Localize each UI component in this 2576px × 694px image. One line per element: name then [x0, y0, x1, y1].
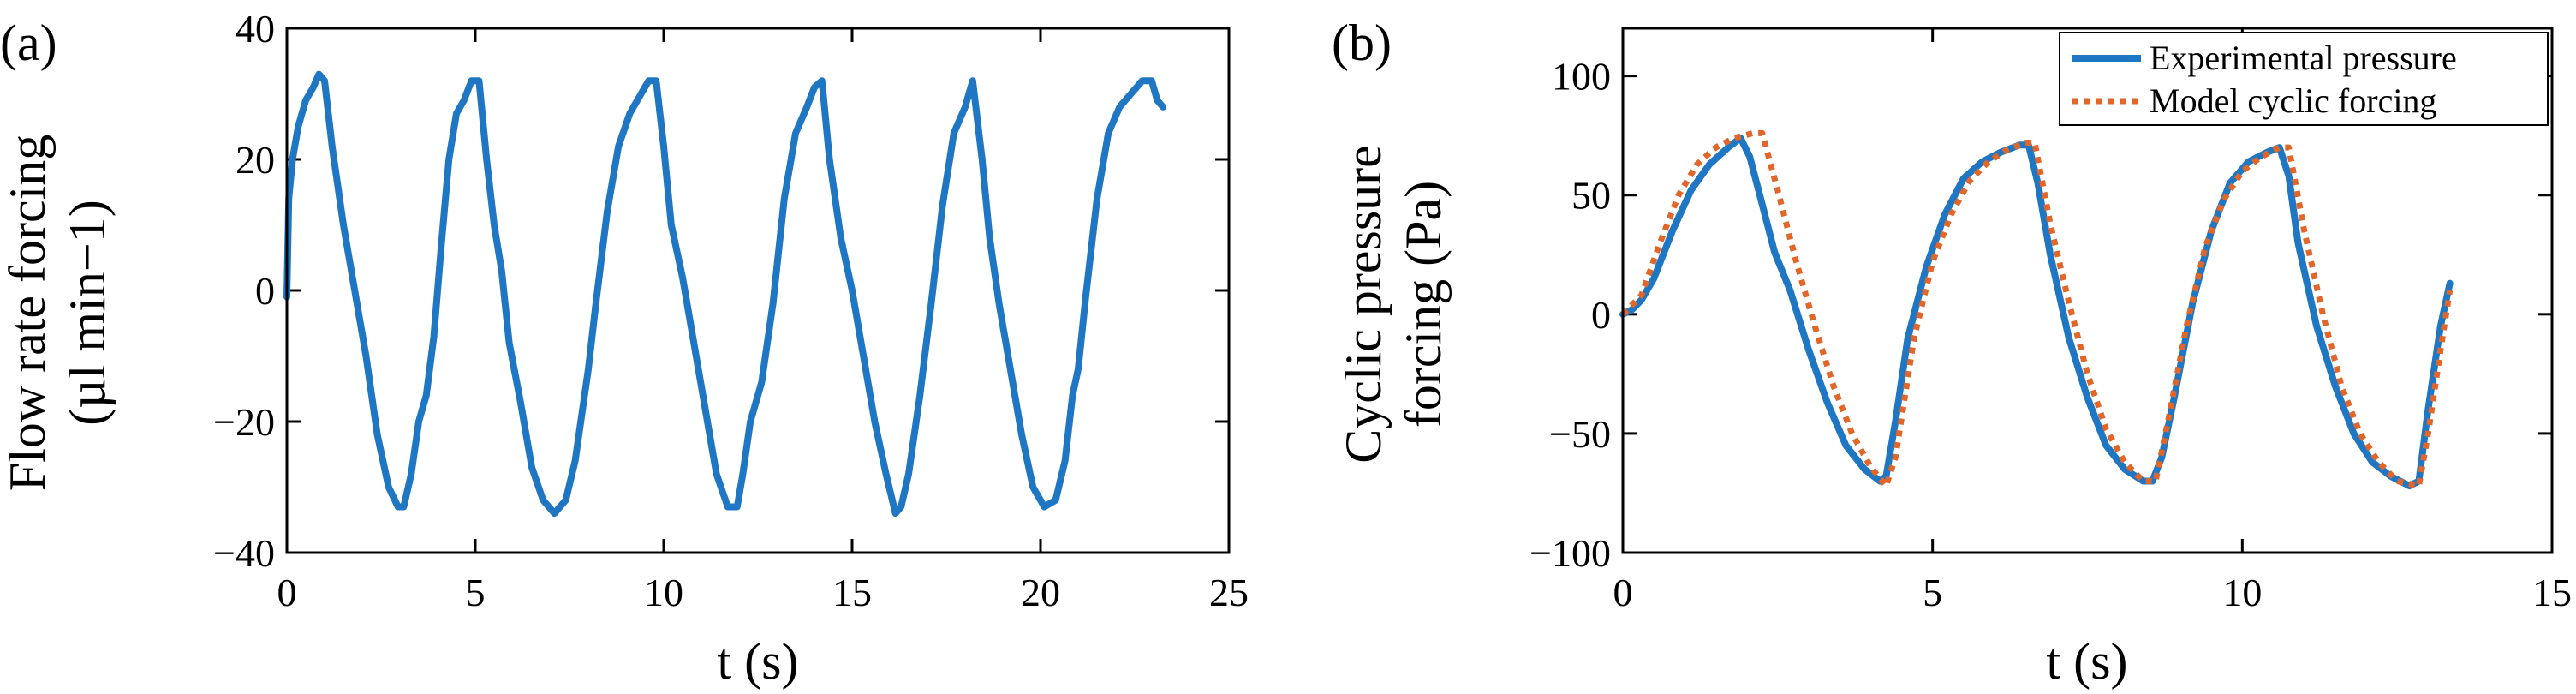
panel-b-legend: Experimental pressure Model cyclic forci…	[2059, 32, 2549, 126]
panel-b-xtick-label-1: 5	[1923, 571, 1942, 614]
panel-b-ylabel-line2: forcing (Pa)	[1395, 181, 1452, 428]
panel-a-label: (a)	[0, 15, 57, 71]
panel-b-label: (b)	[1332, 15, 1392, 71]
panel-b-ytick-label-2: 0	[1591, 293, 1611, 337]
panel-b-xlabel: t (s)	[2047, 633, 2128, 690]
panel-b-ylabel-line1: Cyclic pressure	[1335, 145, 1392, 464]
legend-label-model: Model cyclic forcing	[2150, 81, 2436, 120]
panel-a-ylabel-line1: Flow rate forcing	[0, 135, 56, 492]
panel-b-xtick-label-2: 10	[2222, 571, 2262, 614]
panel-a-y-ticks: −40 −20 0 20 40	[213, 7, 1229, 575]
panel-b-frame	[1621, 27, 2554, 554]
panel-a-xtick-label-2: 10	[644, 571, 683, 614]
panel-b: (b) Cyclic pressure forcing (Pa) −100 −50…	[1332, 15, 2572, 690]
panel-a-x-ticks: 0 5 10 15 20 25	[277, 28, 1249, 614]
panel-b-xtick-label-0: 0	[1613, 571, 1633, 614]
panel-a-ytick-label-2: 0	[255, 269, 275, 313]
panel-b-ytick-label-4: 100	[1552, 55, 1611, 99]
panel-a-ytick-label-3: 20	[236, 138, 275, 182]
panel-a-xtick-label-5: 25	[1209, 571, 1249, 614]
panel-a-xtick-label-3: 15	[832, 571, 872, 614]
panel-a-ylabel-line2: (µl min−1)	[59, 200, 116, 425]
panel-a-xtick-label-4: 20	[1021, 571, 1060, 614]
panel-b-ytick-label-0: −100	[1530, 531, 1611, 575]
legend-label-experimental: Experimental pressure	[2150, 39, 2457, 77]
panel-a-ytick-label-0: −40	[213, 531, 275, 575]
panel-b-ytick-label-1: −50	[1549, 412, 1611, 456]
panel-a-ytick-label-4: 40	[236, 7, 275, 51]
panel-a-ytick-label-1: −20	[213, 400, 275, 444]
legend-box	[2059, 32, 2549, 126]
panel-b-y-ticks: −100 −50 0 50 100	[1530, 55, 2552, 575]
panel-a-xlabel: t (s)	[718, 633, 799, 690]
panel-b-series-experimental-pressure	[1619, 135, 2454, 490]
panel-a-frame	[285, 27, 1231, 554]
panel-a: (a) Flow rate forcing (µl min−1) −40−200…	[0, 7, 1249, 690]
panel-a-xtick-label-0: 0	[277, 571, 297, 614]
panel-a-series-flow-rate	[283, 70, 1166, 518]
panel-b-series-model-cyclic-forcing	[1620, 129, 2454, 489]
panel-b-xtick-label-3: 15	[2532, 571, 2572, 614]
panel-b-ytick-label-3: 50	[1571, 174, 1611, 218]
panel-a-xtick-label-1: 5	[466, 571, 486, 614]
